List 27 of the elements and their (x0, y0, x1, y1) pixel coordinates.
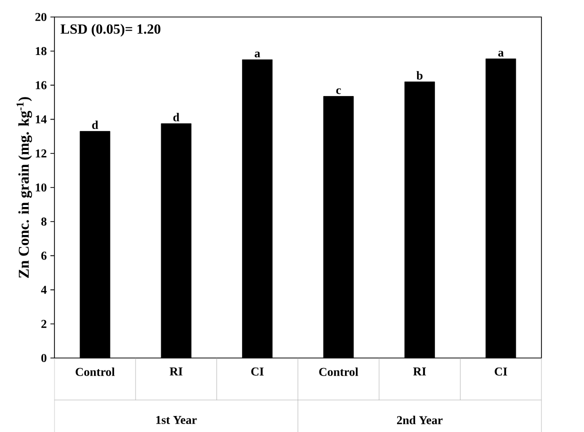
y-axis-title: Zn Conc. in grain (mg. kg$^{-1}$) (16, 97, 32, 278)
y-tick-label: 2 (41, 320, 46, 328)
x-tick-label: CI (251, 368, 264, 376)
y-tick-label: 8 (41, 218, 46, 226)
text: 1st Year (156, 416, 197, 424)
x-tick-label: CI (494, 368, 508, 376)
data-label: d (92, 120, 98, 130)
data-label: d (173, 112, 180, 122)
y-tick-label: 4 (41, 286, 47, 294)
data-label: b (416, 71, 423, 80)
data-label: a (254, 52, 260, 58)
y-tick-label: 10 (36, 183, 46, 192)
x-tick-label: Control (319, 368, 358, 376)
x-tick-label: RI (413, 368, 426, 376)
x-tick-label: RI (170, 368, 182, 376)
text: 2nd Year (397, 416, 443, 424)
data-label: a (498, 50, 504, 57)
y-tick-label: 0 (41, 354, 46, 362)
y-tick-label: 18 (36, 47, 46, 56)
x-tick-label: Control (76, 368, 115, 376)
y-tick-label: 16 (36, 81, 47, 90)
y-tick-label: 12 (36, 149, 46, 158)
data-label: c (336, 88, 341, 94)
y-tick-label: 6 (41, 252, 47, 260)
y-tick-label: 14 (36, 115, 47, 124)
y-tick-label: 20 (35, 12, 46, 22)
annotation: LSD (0.05)= 1.20 (60, 24, 160, 37)
